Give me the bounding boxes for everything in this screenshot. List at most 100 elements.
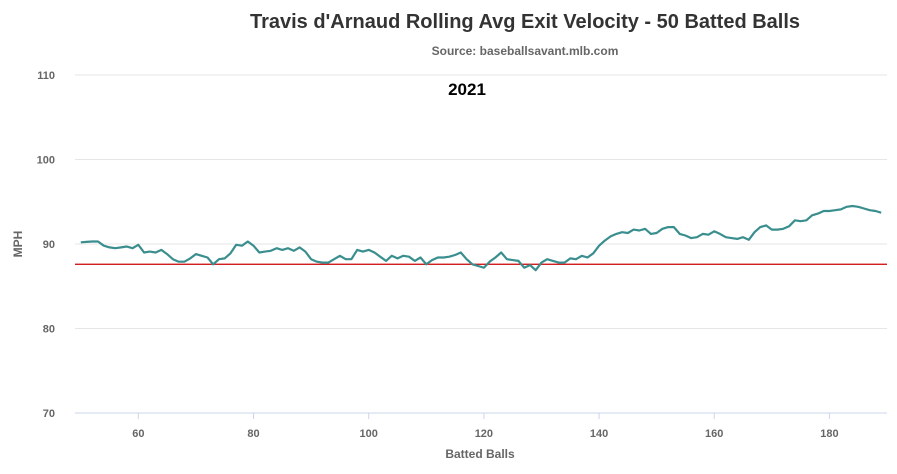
grid-lines	[75, 74, 887, 329]
data-point	[143, 251, 145, 253]
data-point	[794, 219, 796, 221]
data-point	[425, 263, 427, 265]
data-point	[483, 267, 485, 269]
data-point	[247, 240, 249, 242]
data-point	[581, 255, 583, 257]
y-axis-ticks: 70 80 90 100 110	[37, 70, 55, 420]
data-point	[454, 254, 456, 256]
data-point	[805, 219, 807, 221]
x-tick-label: 120	[475, 428, 493, 440]
data-point	[264, 251, 266, 253]
data-point	[85, 241, 87, 243]
data-point	[800, 220, 802, 222]
series-line	[80, 204, 882, 272]
data-point	[189, 257, 191, 259]
data-point	[540, 261, 542, 263]
data-point	[633, 229, 635, 231]
x-tick-label: 60	[132, 428, 144, 440]
data-point	[673, 226, 675, 228]
data-point	[460, 251, 462, 253]
data-point	[569, 257, 571, 259]
data-point	[621, 231, 623, 233]
data-point	[776, 229, 778, 231]
data-point	[575, 258, 577, 260]
data-point	[229, 252, 231, 254]
data-point	[523, 267, 525, 269]
data-point	[166, 253, 168, 255]
data-point	[788, 225, 790, 227]
data-point	[178, 261, 180, 263]
data-point	[880, 212, 882, 214]
data-point	[293, 250, 295, 252]
data-point	[437, 256, 439, 258]
data-point	[874, 210, 876, 212]
chart-title: Travis d'Arnaud Rolling Avg Exit Velocit…	[250, 11, 800, 33]
y-tick-label: 90	[43, 239, 55, 251]
data-point	[782, 228, 784, 230]
data-point	[316, 261, 318, 263]
y-tick-label: 110	[37, 70, 55, 82]
data-point	[846, 206, 848, 208]
data-point	[748, 239, 750, 241]
data-point	[466, 258, 468, 260]
data-point	[586, 256, 588, 258]
data-point	[356, 249, 358, 251]
data-point	[506, 258, 508, 260]
series-points	[80, 205, 883, 271]
data-point	[684, 234, 686, 236]
x-axis-title: Batted Balls	[445, 447, 515, 461]
data-point	[730, 237, 732, 239]
data-point	[322, 261, 324, 263]
data-point	[281, 249, 283, 251]
data-point	[137, 244, 139, 246]
data-point	[471, 263, 473, 265]
data-point	[419, 256, 421, 258]
data-point	[719, 233, 721, 235]
data-point	[702, 233, 704, 235]
season-annotation: 2021	[448, 80, 486, 99]
x-tick-label: 180	[820, 428, 838, 440]
y-tick-label: 100	[37, 155, 55, 167]
x-tick-label: 140	[590, 428, 608, 440]
data-point	[535, 269, 537, 271]
data-point	[742, 236, 744, 238]
data-point	[252, 245, 254, 247]
data-point	[373, 251, 375, 253]
data-point	[414, 260, 416, 262]
data-point	[97, 240, 99, 242]
data-point	[350, 258, 352, 260]
data-point	[604, 240, 606, 242]
data-point	[834, 209, 836, 211]
data-point	[529, 264, 531, 266]
data-point	[385, 260, 387, 262]
data-point	[126, 245, 128, 247]
y-axis-title: MPH	[11, 231, 25, 258]
data-point	[103, 245, 105, 247]
data-point	[828, 210, 830, 212]
data-point	[725, 236, 727, 238]
data-point	[183, 261, 185, 263]
x-tick-label: 160	[705, 428, 723, 440]
data-point	[287, 247, 289, 249]
data-point	[201, 255, 203, 257]
data-point	[172, 258, 174, 260]
data-point	[195, 253, 197, 255]
data-point	[771, 229, 773, 231]
data-point	[546, 258, 548, 260]
data-point	[512, 259, 514, 261]
data-point	[598, 245, 600, 247]
data-point	[160, 249, 162, 251]
y-tick-label: 70	[43, 408, 55, 420]
data-point	[368, 249, 370, 251]
data-point	[396, 257, 398, 259]
data-point	[840, 208, 842, 210]
data-point	[108, 246, 110, 248]
x-axis-ticks: 60 80 100 120 140 160 180	[132, 413, 839, 440]
data-point	[241, 245, 243, 247]
data-point	[656, 232, 658, 234]
data-point	[817, 212, 819, 214]
data-point	[275, 247, 277, 249]
data-point	[713, 230, 715, 232]
data-point	[379, 256, 381, 258]
